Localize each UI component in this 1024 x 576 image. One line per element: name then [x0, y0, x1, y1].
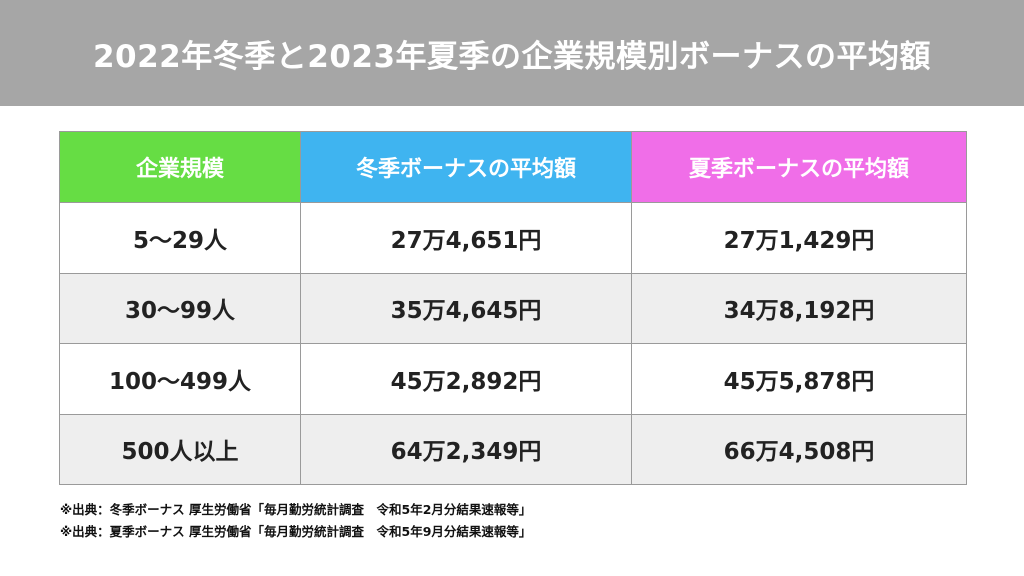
winter-bonus-cell: 35万4,645円: [300, 272, 632, 344]
summer-bonus-cell: 34万8,192円: [631, 272, 967, 344]
table-header-row: 企業規模 冬季ボーナスの平均額 夏季ボーナスの平均額: [59, 131, 967, 203]
page-title: 2022年冬季と2023年夏季の企業規模別ボーナスの平均額: [92, 38, 932, 75]
company-size-cell: 30〜99人: [59, 272, 301, 344]
bonus-table: 企業規模 冬季ボーナスの平均額 夏季ボーナスの平均額 5〜29人 27万4,65…: [59, 131, 967, 485]
winter-bonus-cell: 64万2,349円: [300, 413, 632, 485]
summer-bonus-cell: 66万4,508円: [631, 413, 967, 485]
title-bar: 2022年冬季と2023年夏季の企業規模別ボーナスの平均額: [0, 0, 1024, 106]
footnote-winter-source: ※出典：冬季ボーナス 厚生労働省「毎月勤労統計調査 令和5年2月分結果速報等」: [60, 502, 532, 517]
table-row: 5〜29人 27万4,651円 27万1,429円: [59, 202, 967, 274]
header-company-size: 企業規模: [59, 131, 301, 203]
winter-bonus-cell: 45万2,892円: [300, 343, 632, 415]
winter-bonus-cell: 27万4,651円: [300, 202, 632, 274]
company-size-cell: 100〜499人: [59, 343, 301, 415]
header-summer-bonus: 夏季ボーナスの平均額: [631, 131, 967, 203]
table-row: 30〜99人 35万4,645円 34万8,192円: [59, 272, 967, 344]
header-winter-bonus: 冬季ボーナスの平均額: [300, 131, 632, 203]
footnote-summer-source: ※出典：夏季ボーナス 厚生労働省「毎月勤労統計調査 令和5年9月分結果速報等」: [60, 524, 532, 539]
summer-bonus-cell: 45万5,878円: [631, 343, 967, 415]
summer-bonus-cell: 27万1,429円: [631, 202, 967, 274]
company-size-cell: 500人以上: [59, 413, 301, 485]
company-size-cell: 5〜29人: [59, 202, 301, 274]
footnotes: ※出典：冬季ボーナス 厚生労働省「毎月勤労統計調査 令和5年2月分結果速報等」 …: [60, 499, 531, 543]
table-row: 500人以上 64万2,349円 66万4,508円: [59, 413, 967, 485]
table-row: 100〜499人 45万2,892円 45万5,878円: [59, 343, 967, 415]
